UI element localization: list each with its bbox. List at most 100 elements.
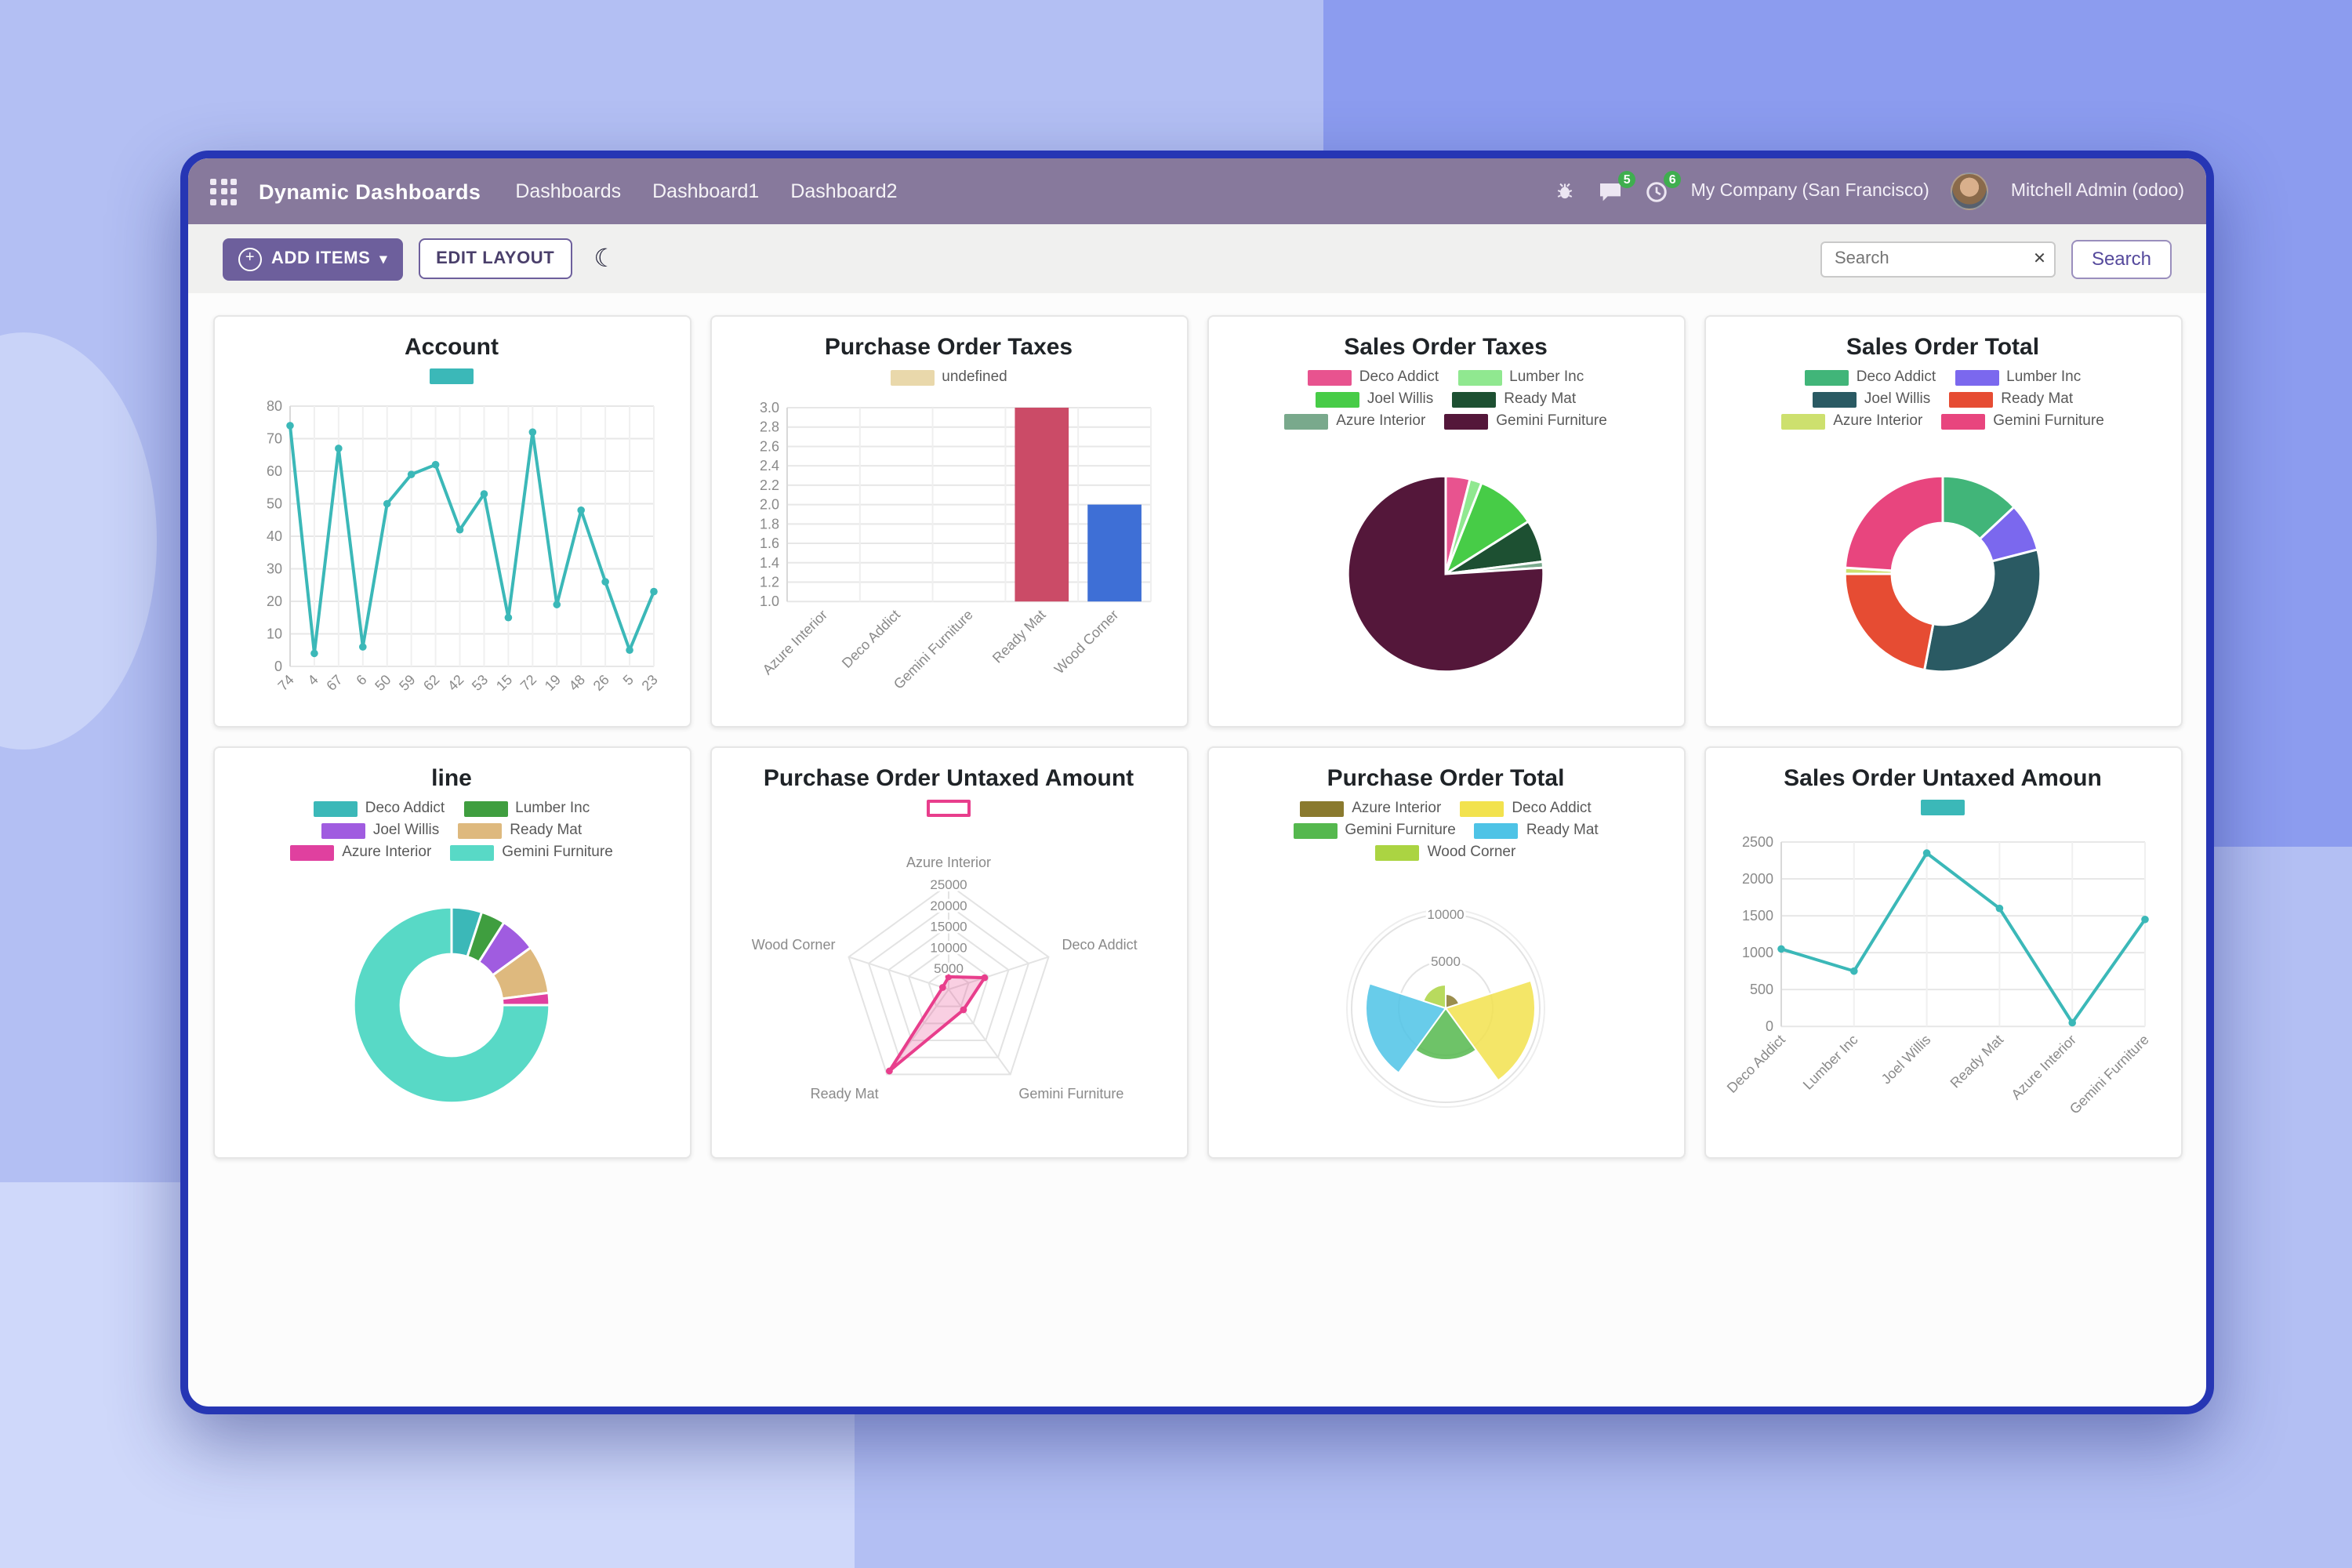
svg-text:30: 30 — [267, 561, 282, 577]
legend-item[interactable]: Azure Interior — [1284, 412, 1425, 430]
edit-layout-button[interactable]: EDIT LAYOUT — [419, 238, 572, 279]
legend-swatch — [1955, 369, 1999, 385]
legend-swatch — [1457, 369, 1502, 385]
chart-legend: Deco Addict Lumber Inc Joel Willis Ready Ma… — [281, 800, 622, 861]
svg-text:Ready Mat: Ready Mat — [989, 606, 1049, 666]
bug-icon[interactable] — [1555, 180, 1577, 202]
legend-item[interactable]: Wood Corner — [1375, 844, 1515, 861]
svg-text:4: 4 — [305, 672, 321, 688]
legend-label: undefined — [942, 368, 1007, 386]
user-avatar[interactable] — [1951, 172, 1989, 210]
legend-item[interactable] — [1921, 800, 1965, 815]
chart-legend: Deco Addict Lumber Inc Joel Willis Ready Ma… — [1772, 368, 2114, 430]
legend-swatch — [927, 800, 971, 817]
svg-text:2.4: 2.4 — [760, 457, 779, 473]
svg-text:15000: 15000 — [930, 919, 967, 934]
svg-text:70: 70 — [267, 431, 282, 447]
card-purchase-order-taxes: Purchase Order Taxes undefined 1.0 1.2 1.4… — [710, 315, 1188, 728]
legend-label: Lumber Inc — [2006, 368, 2082, 386]
search-input[interactable] — [1820, 241, 2056, 277]
svg-text:1.4: 1.4 — [760, 554, 779, 570]
svg-text:10: 10 — [267, 626, 282, 642]
legend-label: Joel Willis — [372, 822, 440, 839]
legend-item[interactable]: Lumber Inc — [1457, 368, 1584, 386]
legend-label: Joel Willis — [1864, 390, 1931, 408]
legend-item[interactable]: Gemini Furniture — [1941, 412, 2104, 430]
legend-item[interactable]: Azure Interior — [1300, 800, 1441, 817]
legend-item[interactable] — [927, 800, 971, 817]
legend-item[interactable]: Deco Addict — [1804, 368, 1936, 386]
legend-item[interactable]: Gemini Furniture — [450, 844, 613, 861]
legend-label: Gemini Furniture — [1993, 412, 2104, 430]
dark-mode-toggle-icon[interactable]: ☾ — [593, 246, 616, 273]
legend-item[interactable]: Gemini Furniture — [1444, 412, 1607, 430]
search-button[interactable]: Search — [2071, 239, 2172, 278]
legend-swatch — [290, 844, 335, 860]
legend-item[interactable]: Deco Addict — [1460, 800, 1592, 817]
legend-swatch — [458, 822, 503, 838]
legend-label: Joel Willis — [1367, 390, 1434, 408]
svg-text:5: 5 — [620, 672, 637, 688]
svg-text:2.8: 2.8 — [760, 419, 779, 434]
svg-text:6: 6 — [353, 672, 369, 688]
dashboard-content: Account 0 10 20 30 40 50 60 70 80 74 4 67 6 50 59 62 42 5… — [188, 293, 2206, 1159]
svg-text:1.0: 1.0 — [760, 593, 779, 608]
svg-text:1.8: 1.8 — [760, 515, 779, 531]
svg-text:26: 26 — [590, 672, 612, 694]
line-doughnut-chart — [230, 864, 673, 1145]
account-line-chart: 0 10 20 30 40 50 60 70 80 74 4 67 6 50 59 62 42 53 15 72 19 4… — [230, 387, 673, 713]
legend-item[interactable]: Lumber Inc — [1955, 368, 2081, 386]
activities-clock-icon[interactable]: 6 — [1646, 170, 1682, 203]
legend-label: Lumber Inc — [1509, 368, 1584, 386]
svg-text:Azure Interior: Azure Interior — [2008, 1032, 2079, 1103]
menu-dashboard1[interactable]: Dashboard1 — [652, 180, 760, 202]
top-navbar: Dynamic Dashboards Dashboards Dashboard1… — [188, 158, 2206, 224]
legend-label: Deco Addict — [1856, 368, 1936, 386]
legend-item[interactable]: Lumber Inc — [463, 800, 590, 817]
legend-item[interactable]: Ready Mat — [1949, 390, 2073, 408]
svg-text:2500: 2500 — [1742, 834, 1773, 850]
svg-text:72: 72 — [517, 672, 539, 694]
legend-swatch — [1812, 391, 1857, 407]
svg-text:50: 50 — [372, 672, 394, 694]
legend-swatch — [1375, 844, 1420, 860]
messages-icon[interactable]: 5 — [1599, 170, 1636, 203]
svg-text:Ready Mat: Ready Mat — [811, 1085, 879, 1101]
legend-item[interactable] — [430, 368, 474, 384]
legend-label: Azure Interior — [342, 844, 432, 861]
menu-dashboard2[interactable]: Dashboard2 — [790, 180, 898, 202]
legend-item[interactable]: Deco Addict — [313, 800, 445, 817]
menu-dashboards[interactable]: Dashboards — [515, 180, 622, 202]
chart-legend — [1921, 800, 1965, 815]
user-menu[interactable]: Mitchell Admin (odoo) — [2010, 182, 2184, 201]
card-sales-order-untaxed-amount: Sales Order Untaxed Amoun 0 500 1000 1500 20… — [1704, 746, 2182, 1159]
legend-item[interactable]: Joel Willis — [321, 822, 439, 839]
legend-item[interactable]: Azure Interior — [290, 844, 431, 861]
svg-text:1500: 1500 — [1742, 908, 1773, 924]
add-items-button[interactable]: + ADD ITEMS ▾ — [223, 238, 404, 280]
svg-text:40: 40 — [267, 528, 282, 544]
legend-item[interactable]: Gemini Furniture — [1293, 822, 1456, 839]
legend-item[interactable]: Ready Mat — [458, 822, 582, 839]
legend-item[interactable]: undefined — [890, 368, 1007, 386]
legend-item[interactable]: Azure Interior — [1781, 412, 1922, 430]
apps-grid-icon[interactable] — [210, 178, 237, 205]
svg-text:Deco Addict: Deco Addict — [839, 606, 903, 670]
legend-item[interactable]: Ready Mat — [1474, 822, 1599, 839]
svg-text:Gemini Furniture: Gemini Furniture — [2067, 1032, 2152, 1117]
legend-swatch — [1941, 413, 1986, 429]
svg-text:59: 59 — [396, 672, 418, 694]
legend-item[interactable]: Joel Willis — [1812, 390, 1931, 408]
svg-text:1.6: 1.6 — [760, 535, 779, 550]
legend-item[interactable]: Joel Willis — [1315, 390, 1434, 408]
legend-item[interactable]: Ready Mat — [1452, 390, 1576, 408]
svg-text:Gemini Furniture: Gemini Furniture — [1018, 1085, 1123, 1101]
legend-item[interactable]: Deco Addict — [1307, 368, 1439, 386]
card-line: line Deco Addict Lumber Inc Joel Willis Rea… — [212, 746, 691, 1159]
company-switcher[interactable]: My Company (San Francisco) — [1690, 182, 1929, 201]
app-title[interactable]: Dynamic Dashboards — [259, 180, 481, 203]
clear-search-icon[interactable]: ✕ — [2033, 250, 2046, 267]
legend-swatch — [1781, 413, 1826, 429]
card-purchase-order-total: Purchase Order Total Azure Interior Deco … — [1207, 746, 1685, 1159]
svg-text:80: 80 — [267, 398, 282, 414]
